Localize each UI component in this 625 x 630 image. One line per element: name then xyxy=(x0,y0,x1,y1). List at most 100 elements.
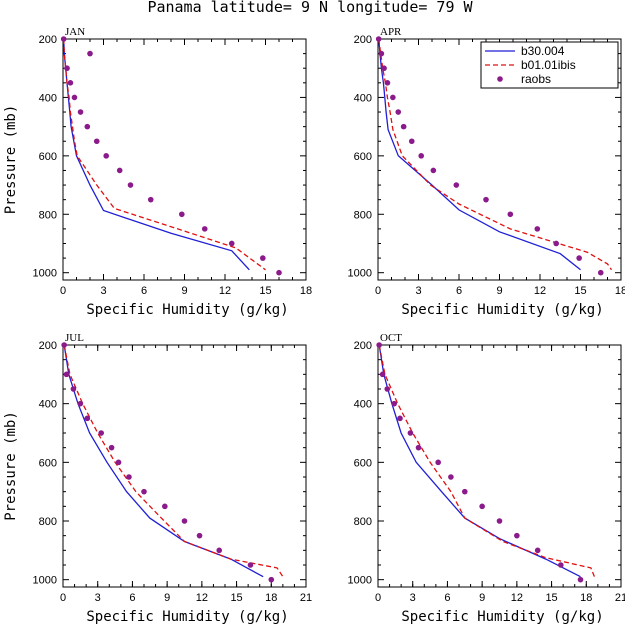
raobs-point xyxy=(268,576,275,583)
b01-series-line xyxy=(378,38,613,271)
raobs-point xyxy=(84,415,91,422)
raobs-point xyxy=(84,123,91,130)
raobs-point xyxy=(576,255,582,261)
x-tick-label: 6 xyxy=(456,285,462,297)
raobs-point xyxy=(461,488,468,495)
b30-series-line xyxy=(63,38,250,271)
raobs-point xyxy=(61,342,67,348)
y-tick-label: 600 xyxy=(354,457,372,469)
y-axis-label: Pressure (mb) xyxy=(3,411,19,521)
x-tick-label: 18 xyxy=(265,592,277,604)
b01-series-line xyxy=(63,38,266,271)
raobs-point xyxy=(376,342,382,348)
raobs-point xyxy=(103,153,109,159)
legend-label: raobs xyxy=(521,72,551,86)
b30-series-line xyxy=(63,344,264,578)
panel-jan: JAN 0 3 6 9 12 15 18 200 400 600 800 1000 Specific Hu… xyxy=(3,26,312,318)
figure-title: Panama latitude= 9 N longitude= 79 W xyxy=(147,0,473,16)
raobs-point xyxy=(63,371,70,378)
x-tick-label: 15 xyxy=(230,592,242,604)
x-tick-label: 9 xyxy=(479,592,485,604)
raobs-point xyxy=(77,109,84,115)
raobs-point xyxy=(115,459,122,466)
raobs-point xyxy=(597,269,604,276)
plot-frame xyxy=(62,38,307,281)
raobs-point xyxy=(228,240,235,247)
raobs-point xyxy=(108,444,115,451)
x-tick-label: 9 xyxy=(181,285,187,297)
x-tick-label: 12 xyxy=(511,592,523,604)
raobs-point xyxy=(408,138,415,145)
y-tick-label: 1000 xyxy=(33,268,57,280)
raobs-point xyxy=(534,226,541,232)
panel-oct: OCT 0 3 6 9 12 15 18 21 200 400 600 800 1000 Specific … xyxy=(348,332,625,625)
legend-raobs-marker xyxy=(497,76,503,82)
raobs-point xyxy=(384,386,391,392)
raobs-point xyxy=(126,474,132,480)
x-tick-label: 0 xyxy=(60,592,66,604)
raobs-point xyxy=(400,123,407,130)
raobs-point xyxy=(162,503,168,510)
y-tick-label: 800 xyxy=(39,516,57,528)
raobs-point xyxy=(534,547,541,554)
raobs-point xyxy=(276,269,282,276)
x-tick-label: 15 xyxy=(259,285,271,297)
panel-label: JUL xyxy=(65,332,84,344)
x-tick-label: 3 xyxy=(410,592,416,604)
x-axis-label: Specific Humidity (g/kg) xyxy=(86,609,288,625)
plot-frame xyxy=(62,344,307,588)
x-tick-label: 21 xyxy=(300,592,312,604)
x-tick-label: 3 xyxy=(100,285,106,297)
raobs-point xyxy=(483,196,489,203)
y-tick-label: 600 xyxy=(39,151,57,163)
panel-label: APR xyxy=(380,26,402,38)
x-tick-label: 9 xyxy=(496,285,502,297)
raobs-point xyxy=(247,562,254,568)
b30-series-line xyxy=(378,344,581,578)
y-tick-label: 400 xyxy=(39,92,57,104)
raobs-point xyxy=(391,400,398,407)
raobs-point xyxy=(407,430,414,436)
raobs-point xyxy=(116,167,123,174)
y-tick-label: 200 xyxy=(354,340,372,352)
raobs-point xyxy=(70,386,77,392)
x-tick-label: 18 xyxy=(300,285,312,297)
y-tick-label: 1000 xyxy=(348,575,372,587)
raobs-point xyxy=(553,240,559,247)
y-tick-label: 800 xyxy=(354,209,372,221)
b01-series-line xyxy=(378,344,596,577)
y-tick-label: 200 xyxy=(39,34,57,46)
raobs-point xyxy=(435,459,441,466)
raobs-point xyxy=(147,196,154,203)
raobs-point xyxy=(378,50,385,57)
x-tick-label: 18 xyxy=(615,285,625,297)
raobs-point xyxy=(514,532,520,539)
y-tick-label: 1000 xyxy=(348,268,372,280)
x-axis-label: Specific Humidity (g/kg) xyxy=(401,609,603,625)
x-tick-label: 3 xyxy=(415,285,421,297)
x-tick-label: 0 xyxy=(375,285,381,297)
raobs-point xyxy=(67,80,74,86)
y-tick-label: 800 xyxy=(39,209,57,221)
raobs-point xyxy=(127,182,134,188)
raobs-point xyxy=(77,400,84,407)
raobs-point xyxy=(141,488,147,495)
y-tick-label: 200 xyxy=(354,34,372,46)
raobs-point xyxy=(260,255,266,261)
raobs-point xyxy=(98,430,104,436)
plot-frame xyxy=(377,344,622,588)
raobs-point xyxy=(93,138,100,145)
x-tick-label: 21 xyxy=(615,592,625,604)
x-axis-label: Specific Humidity (g/kg) xyxy=(86,302,288,318)
x-axis-label: Specific Humidity (g/kg) xyxy=(401,302,603,318)
raobs-point xyxy=(448,474,454,480)
raobs-point xyxy=(181,518,188,524)
raobs-point xyxy=(558,562,564,568)
y-tick-label: 1000 xyxy=(33,575,57,587)
panel-label: JAN xyxy=(65,26,85,38)
x-tick-label: 9 xyxy=(164,592,170,604)
panel-jul: JUL 0 3 6 9 12 15 18 21 200 400 600 800 1000 Specific … xyxy=(3,332,312,625)
raobs-point xyxy=(87,50,93,57)
legend-label: b01.01ibis xyxy=(521,58,576,72)
